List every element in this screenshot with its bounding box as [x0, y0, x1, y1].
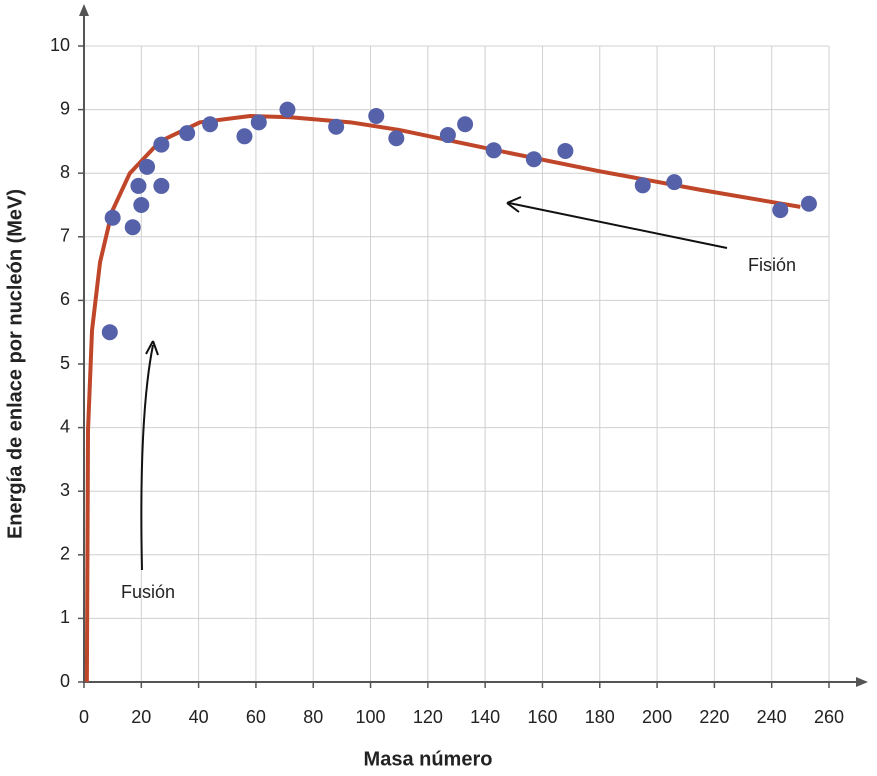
point: [439, 127, 456, 144]
x-tick-label: 120: [413, 707, 443, 727]
point: [153, 177, 170, 194]
point: [388, 130, 405, 147]
fusion-arrow: [140, 344, 154, 571]
x-tick-label: 180: [585, 707, 615, 727]
point: [772, 202, 789, 219]
curve: [84, 113, 801, 683]
y-tick-label: 0: [60, 671, 70, 691]
y-tick-label: 6: [60, 289, 70, 309]
y-tick-label: 9: [60, 98, 70, 118]
y-axis-label: Energía de enlace por nucleón (MeV): [4, 189, 26, 539]
point: [634, 177, 651, 194]
point: [153, 136, 170, 153]
point: [800, 195, 817, 212]
x-tick-label: 200: [642, 707, 672, 727]
y-tick-label: 2: [60, 544, 70, 564]
point: [124, 219, 141, 236]
fission-arrow: [508, 202, 728, 249]
y-tick-label: 4: [60, 416, 70, 436]
point: [104, 209, 121, 226]
x-tick-label: 40: [189, 707, 209, 727]
fusion-arrowhead: [145, 340, 159, 356]
annotation: Fisión: [748, 255, 796, 275]
point: [525, 151, 542, 168]
point: [133, 197, 150, 213]
x-axis-label: Masa número: [364, 748, 493, 770]
y-tick-label: 1: [60, 607, 70, 627]
x-tick-label: 220: [699, 707, 729, 727]
point: [368, 107, 385, 124]
annotation: Fusión: [121, 582, 175, 602]
point: [179, 125, 196, 142]
point: [328, 118, 345, 135]
point: [101, 324, 118, 341]
x-tick-label: 80: [303, 707, 323, 727]
point: [130, 177, 147, 194]
y-tick-label: 3: [60, 480, 70, 500]
point: [250, 114, 267, 131]
point: [139, 158, 156, 175]
x-tick-label: 0: [79, 707, 89, 727]
point: [666, 174, 683, 191]
x-tick-label: 260: [814, 707, 844, 727]
x-tick-label: 20: [131, 707, 151, 727]
point: [485, 142, 502, 159]
x-tick-label: 240: [757, 707, 787, 727]
x-tick-label: 140: [470, 707, 500, 727]
x-tick-label: 60: [246, 707, 266, 727]
y-tick-label: 5: [60, 353, 70, 373]
y-tick-label: 8: [60, 162, 70, 182]
point: [279, 101, 296, 118]
point: [202, 116, 219, 133]
y-tick-label: 7: [60, 226, 70, 246]
point: [557, 142, 574, 159]
x-tick-label: 160: [527, 707, 557, 727]
point: [457, 116, 474, 133]
y-tick-label: 10: [50, 35, 70, 55]
x-tick-label: 100: [356, 707, 386, 727]
fission-arrowhead: [506, 196, 522, 213]
point: [236, 128, 253, 145]
